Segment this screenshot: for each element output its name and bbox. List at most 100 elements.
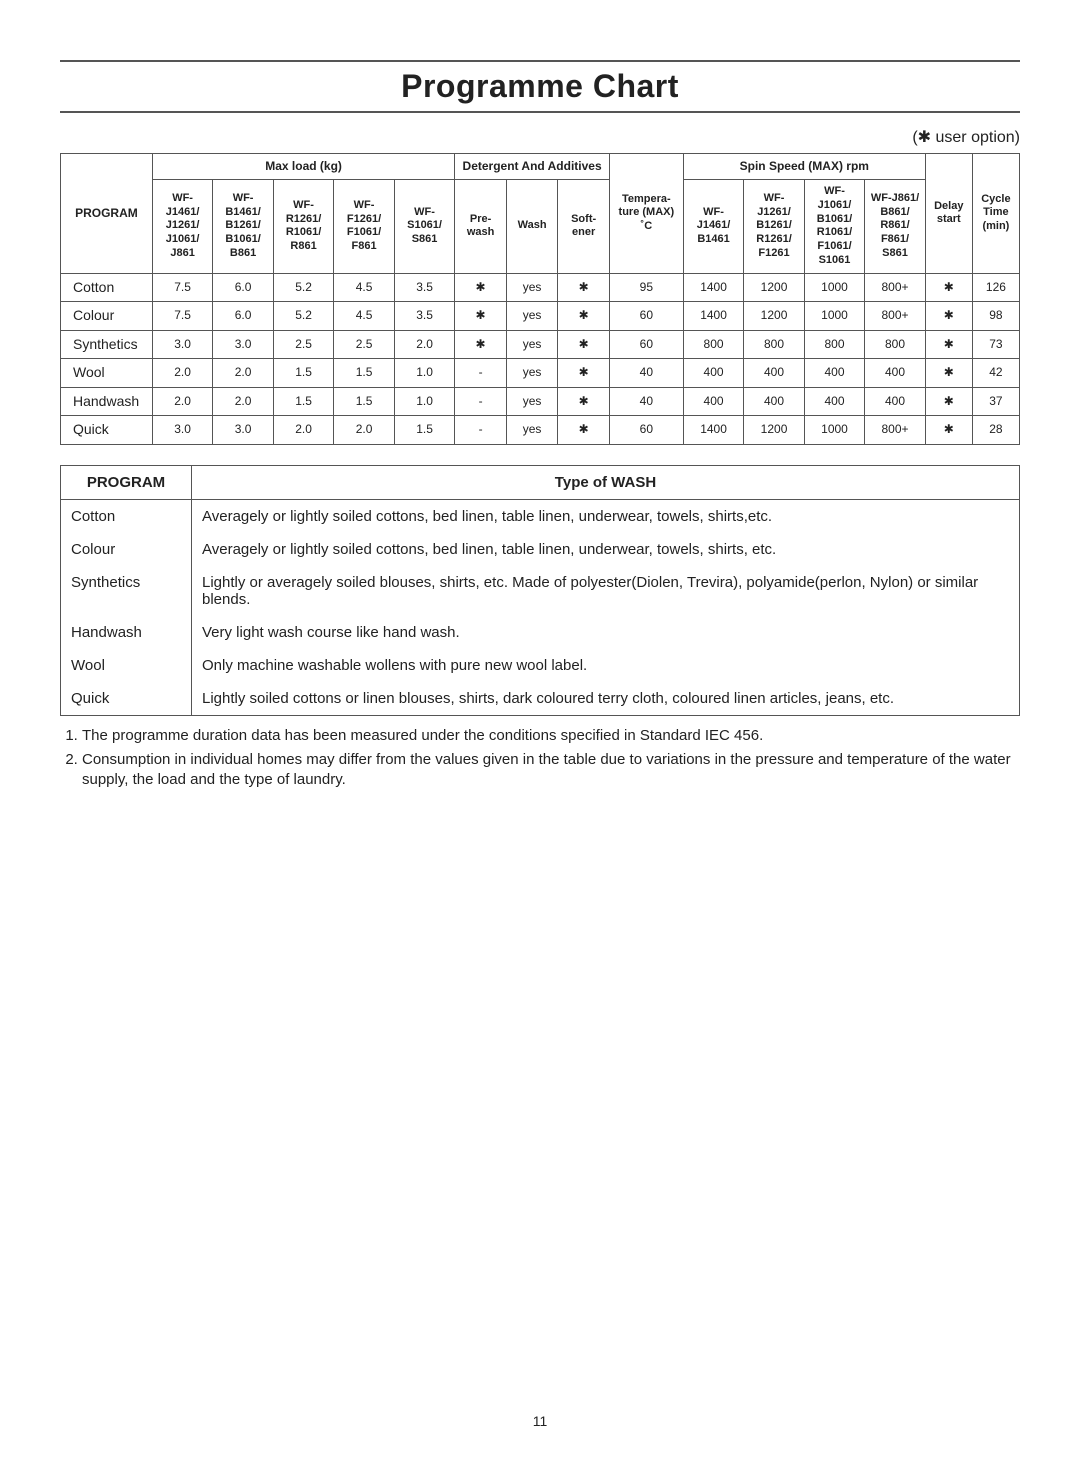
chart-header-row-1: PROGRAM Max load (kg) Detergent And Addi… [61, 154, 1020, 180]
table-row: WoolOnly machine washable wollens with p… [61, 649, 1020, 682]
data-cell: 1.0 [394, 387, 455, 416]
data-cell: 3.0 [152, 416, 212, 445]
chart-h-detergent: Detergent And Additives [455, 154, 610, 180]
data-cell: 400 [865, 359, 926, 388]
data-cell: 73 [972, 330, 1019, 359]
desc-text-cell: Averagely or lightly soiled cottons, bed… [192, 499, 1020, 533]
chart-h-maxload: Max load (kg) [152, 154, 454, 180]
chart-h-cycle: Cycle Time (min) [972, 154, 1019, 274]
data-cell: 37 [972, 387, 1019, 416]
chart-h-delay: Delay start [925, 154, 972, 274]
data-cell: - [455, 359, 507, 388]
data-cell: ✱ [558, 387, 610, 416]
data-cell: ✱ [558, 359, 610, 388]
chart-h-det-1: Wash [506, 180, 558, 274]
data-cell: 60 [609, 330, 683, 359]
data-cell: 2.0 [152, 387, 212, 416]
data-cell: 400 [744, 359, 804, 388]
page-number: 11 [0, 1413, 1080, 1429]
data-cell: 1400 [683, 302, 743, 331]
data-cell: 2.5 [273, 330, 333, 359]
list-item: The programme duration data has been mea… [82, 726, 1020, 746]
wash-type-table: PROGRAM Type of WASH CottonAveragely or … [60, 465, 1020, 716]
data-cell: 6.0 [213, 302, 273, 331]
table-row: SyntheticsLightly or averagely soiled bl… [61, 566, 1020, 616]
data-cell: 400 [865, 387, 926, 416]
data-cell: 800+ [865, 302, 926, 331]
data-cell: 1000 [804, 302, 864, 331]
data-cell: ✱ [925, 387, 972, 416]
data-cell: 400 [804, 387, 864, 416]
title-underline [60, 111, 1020, 113]
chart-header-row-2: WF-J1461/J1261/J1061/J861WF-B1461/B1261/… [61, 180, 1020, 274]
data-cell: 800 [744, 330, 804, 359]
data-cell: yes [506, 387, 558, 416]
table-row: Synthetics3.03.02.52.52.0✱yes✱6080080080… [61, 330, 1020, 359]
data-cell: 95 [609, 273, 683, 302]
desc-text-cell: Averagely or lightly soiled cottons, bed… [192, 533, 1020, 566]
data-cell: 800+ [865, 416, 926, 445]
desc-text-cell: Very light wash course like hand wash. [192, 616, 1020, 649]
chart-h-temperature: Tempera-ture (MAX) ˚C [609, 154, 683, 274]
data-cell: 2.0 [213, 359, 273, 388]
table-row: Cotton7.56.05.24.53.5✱yes✱95140012001000… [61, 273, 1020, 302]
data-cell: 3.0 [213, 416, 273, 445]
desc-program-cell: Colour [61, 533, 192, 566]
data-cell: 1.0 [394, 359, 455, 388]
data-cell: 60 [609, 302, 683, 331]
data-cell: ✱ [455, 330, 507, 359]
data-cell: 40 [609, 387, 683, 416]
data-cell: 400 [683, 387, 743, 416]
desc-body: CottonAveragely or lightly soiled cotton… [61, 499, 1020, 715]
chart-h-spin-3: WF-J861/B861/R861/F861/S861 [865, 180, 926, 274]
program-cell: Wool [61, 359, 153, 388]
chart-h-load-0: WF-J1461/J1261/J1061/J861 [152, 180, 212, 274]
desc-text-cell: Only machine washable wollens with pure … [192, 649, 1020, 682]
data-cell: 2.0 [213, 387, 273, 416]
data-cell: 3.5 [394, 302, 455, 331]
data-cell: 98 [972, 302, 1019, 331]
desc-text-cell: Lightly or averagely soiled blouses, shi… [192, 566, 1020, 616]
data-cell: 4.5 [334, 273, 394, 302]
data-cell: 1400 [683, 416, 743, 445]
program-cell: Synthetics [61, 330, 153, 359]
chart-h-load-2: WF-R1261/R1061/R861 [273, 180, 333, 274]
data-cell: 3.0 [152, 330, 212, 359]
data-cell: yes [506, 359, 558, 388]
data-cell: 7.5 [152, 273, 212, 302]
data-cell: ✱ [455, 273, 507, 302]
table-row: HandwashVery light wash course like hand… [61, 616, 1020, 649]
data-cell: 2.0 [273, 416, 333, 445]
data-cell: - [455, 416, 507, 445]
footnotes: The programme duration data has been mea… [60, 726, 1020, 791]
data-cell: 2.0 [394, 330, 455, 359]
data-cell: 1.5 [334, 359, 394, 388]
data-cell: yes [506, 416, 558, 445]
data-cell: 400 [804, 359, 864, 388]
data-cell: 1.5 [394, 416, 455, 445]
chart-body: Cotton7.56.05.24.53.5✱yes✱95140012001000… [61, 273, 1020, 444]
table-row: Colour7.56.05.24.53.5✱yes✱60140012001000… [61, 302, 1020, 331]
desc-program-cell: Synthetics [61, 566, 192, 616]
data-cell: ✱ [455, 302, 507, 331]
chart-h-load-4: WF-S1061/S861 [394, 180, 455, 274]
data-cell: yes [506, 302, 558, 331]
table-row: QuickLightly soiled cottons or linen blo… [61, 682, 1020, 716]
chart-h-spin-2: WF-J1061/B1061/R1061/F1061/S1061 [804, 180, 864, 274]
data-cell: 28 [972, 416, 1019, 445]
legend-user-option: (✱ user option) [60, 127, 1020, 147]
data-cell: 5.2 [273, 302, 333, 331]
data-cell: 1.5 [273, 387, 333, 416]
data-cell: 1400 [683, 273, 743, 302]
data-cell: 5.2 [273, 273, 333, 302]
data-cell: 1000 [804, 273, 864, 302]
data-cell: 800 [804, 330, 864, 359]
data-cell: 800+ [865, 273, 926, 302]
data-cell: 3.0 [213, 330, 273, 359]
chart-h-det-0: Pre-wash [455, 180, 507, 274]
data-cell: ✱ [925, 330, 972, 359]
top-rule [60, 60, 1020, 62]
table-row: Wool2.02.01.51.51.0-yes✱40400400400400✱4… [61, 359, 1020, 388]
chart-h-det-2: Soft-ener [558, 180, 610, 274]
desc-header-row: PROGRAM Type of WASH [61, 465, 1020, 499]
